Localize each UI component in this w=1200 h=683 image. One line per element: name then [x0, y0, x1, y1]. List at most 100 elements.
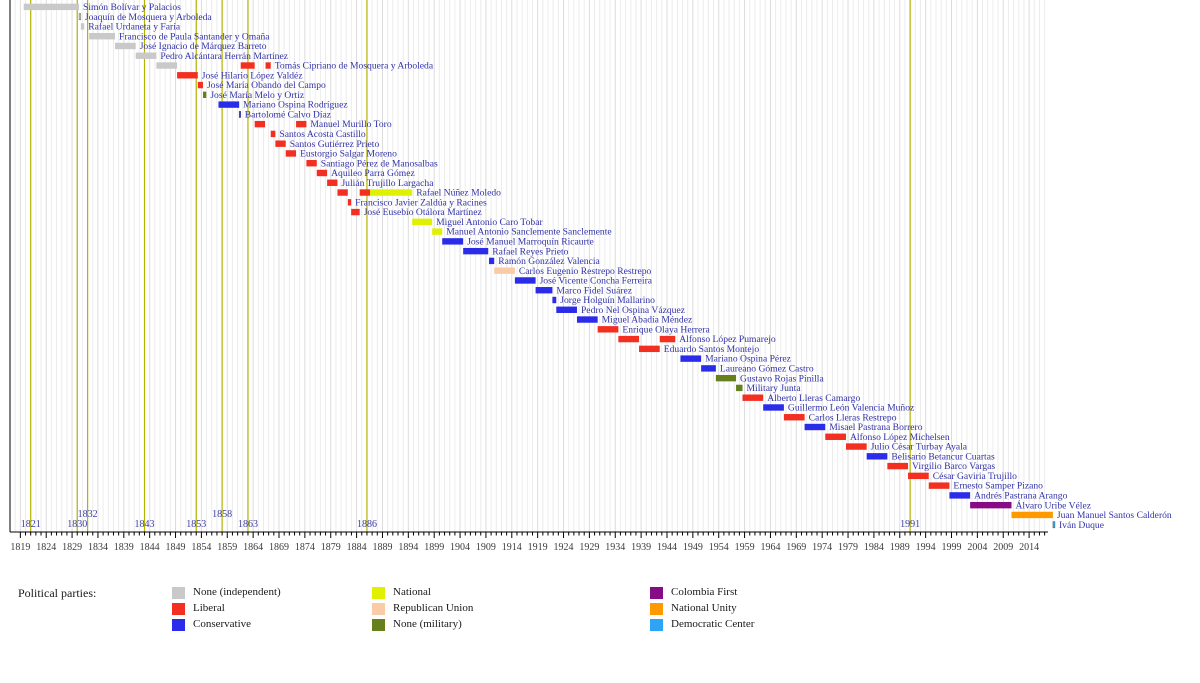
term-bar: [535, 287, 553, 294]
president-label: César Gaviria Trujillo: [933, 471, 1017, 482]
president-label: Miguel Antonio Caro Tobar: [436, 217, 543, 228]
president-label: José Ignacio de Márquez Barreto: [140, 41, 267, 52]
president-row: Francisco Javier Zaldúa y Racines: [347, 197, 487, 208]
president-row: José Eusebio Otálora Martínez: [351, 207, 482, 218]
president-label: Bartolomé Calvo Díaz: [245, 109, 331, 120]
x-tick-label: 1964: [760, 542, 780, 553]
president-row: Virgilio Barco Vargas: [887, 461, 995, 472]
x-tick-label: 1899: [424, 542, 444, 553]
president-row: Rafael Urdaneta y Faría: [80, 22, 181, 33]
president-label: Francisco Javier Zaldúa y Racines: [355, 197, 487, 208]
term-bar: [240, 62, 255, 69]
x-tick-label: 1954: [709, 542, 729, 553]
president-label: Mariano Ospina Rodríguez: [243, 100, 347, 111]
president-row: Laureano Gómez Castro: [701, 363, 814, 374]
president-row: Alfonso López Michelsen: [825, 432, 950, 443]
term-bar: [576, 316, 598, 323]
president-row: Enrique Olaya Herrera: [597, 324, 710, 335]
president-row: Francisco de Paula Santander y Omaña: [89, 31, 270, 42]
president-row: José Vicente Concha Ferreira: [514, 276, 653, 287]
x-tick-label: 1839: [114, 542, 134, 553]
term-bar: [970, 501, 1012, 509]
president-row: Manuel Antonio Sanclemente Sanclemente: [432, 227, 612, 238]
term-bar: [177, 72, 198, 79]
president-label: Alfonso López Pumarejo: [679, 334, 776, 345]
x-tick-label: 1944: [657, 542, 677, 553]
term-bar: [78, 13, 82, 21]
x-tick-label: 1994: [916, 542, 936, 553]
president-label: Manuel Murillo Toro: [310, 119, 391, 130]
president-row: Ernesto Samper Pizano: [928, 481, 1043, 492]
president-label: Manuel Antonio Sanclemente Sanclemente: [446, 227, 611, 238]
president-label: Alfonso López Michelsen: [850, 432, 950, 443]
term-bar: [135, 52, 157, 59]
term-bar: [514, 277, 536, 284]
term-bar: [715, 374, 737, 382]
president-label: Eustorgio Salgar Moreno: [300, 149, 397, 160]
president-row: Carlos Lleras Restrepo: [783, 412, 897, 423]
president-label: José Manuel Marroquín Ricaurte: [467, 236, 594, 247]
constitution-year-label: 1886: [357, 519, 377, 530]
x-tick-label: 1889: [372, 542, 392, 553]
president-row: César Gaviria Trujillo: [908, 471, 1017, 482]
x-tick-label: 1829: [62, 542, 82, 553]
president-row: Eustorgio Salgar Moreno: [285, 149, 397, 160]
president-row: Mariano Ospina Pérez: [680, 354, 791, 365]
president-row: Aquileo Parra Gómez: [316, 168, 415, 179]
term-bar: [1052, 521, 1056, 529]
president-label: Misael Pastrana Borrero: [829, 422, 922, 433]
president-label: Tomás Cipriano de Mosquera y Arboleda: [275, 61, 434, 72]
term-bar: [80, 23, 85, 30]
constitution-year-label: 1821: [21, 519, 41, 530]
president-row: Miguel Antonio Caro Tobar: [412, 217, 543, 228]
term-bar: [306, 160, 317, 167]
x-tick-label: 1859: [217, 542, 237, 553]
president-label: Pedro Alcántara Herrán Martínez: [160, 51, 288, 62]
term-bar: [296, 120, 307, 128]
constitution-year-label: 1830: [67, 519, 87, 530]
president-label: Ernesto Samper Pizano: [953, 481, 1043, 492]
president-row: Rafael Reyes Prieto: [463, 246, 569, 257]
president-row: Eduardo Santos Montejo: [639, 344, 759, 355]
term-bar: [680, 355, 702, 362]
president-label: Santos Gutiérrez Prieto: [290, 139, 380, 150]
x-tick-label: 1874: [295, 542, 315, 553]
x-tick-label: 1984: [864, 542, 884, 553]
president-row: Juan Manuel Santos Calderón: [1011, 510, 1172, 521]
president-label: Alberto Lleras Camargo: [767, 393, 860, 404]
constitution-year-label: 1843: [135, 519, 155, 530]
x-tick-label: 1854: [191, 542, 211, 553]
president-label: Santos Acosta Castillo: [279, 129, 366, 140]
x-tick-label: 1869: [269, 542, 289, 553]
term-bar: [23, 3, 80, 11]
president-label: Mariano Ospina Pérez: [705, 354, 791, 365]
president-label: Gustavo Rojas Pinilla: [740, 373, 824, 384]
president-row: Misael Pastrana Borrero: [804, 422, 923, 433]
term-bar: [285, 150, 297, 157]
president-label: Pedro Nel Ospina Vázquez: [581, 305, 685, 316]
president-row: Simón Bolívar y Palacios: [23, 2, 181, 13]
term-bar: [89, 33, 116, 40]
president-label: Guillermo León Valencia Muñoz: [788, 403, 914, 414]
term-bar: [238, 110, 241, 118]
constitution-year-label: 1863: [238, 519, 258, 530]
term-bar: [804, 423, 826, 431]
president-row: Julio César Turbay Ayala: [845, 442, 968, 453]
president-label: Rafael Urdaneta y Faría: [88, 22, 181, 33]
president-row: Alberto Lleras Camargo: [742, 393, 860, 404]
president-label: Iván Duque: [1059, 520, 1104, 531]
x-tick-label: 2004: [967, 542, 987, 553]
term-bar: [265, 62, 271, 69]
president-row: Iván Duque: [1052, 520, 1104, 531]
term-bar: [218, 101, 240, 108]
x-tick-label: 1824: [36, 542, 56, 553]
term-bar: [115, 42, 136, 50]
x-tick-label: 1914: [502, 542, 522, 553]
president-row: Gustavo Rojas Pinilla: [715, 373, 824, 384]
term-bar: [701, 365, 716, 372]
term-bar: [489, 257, 495, 265]
term-bar: [552, 296, 557, 304]
president-label: Enrique Olaya Herrera: [622, 324, 710, 335]
